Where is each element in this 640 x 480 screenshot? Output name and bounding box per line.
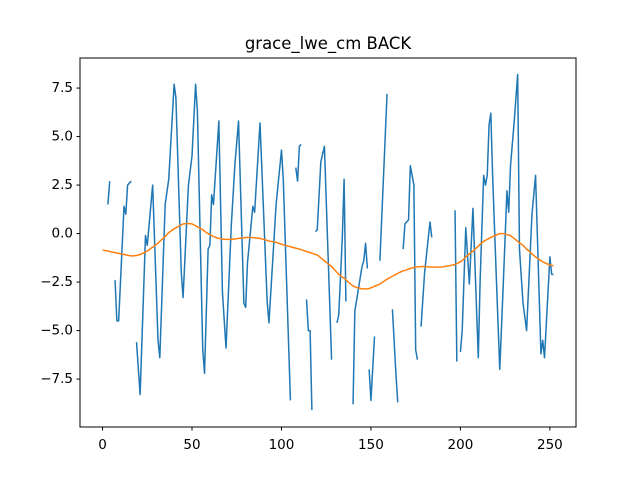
y-tick-label: 0.0 <box>52 226 73 242</box>
x-tick-label: 0 <box>98 437 107 453</box>
data-line <box>107 73 554 411</box>
y-tick-label: −5.0 <box>40 323 73 339</box>
x-tick-label: 100 <box>269 437 295 453</box>
x-tick-label: 150 <box>358 437 384 453</box>
y-tick-label: −7.5 <box>40 371 73 387</box>
x-tick-label: 200 <box>448 437 474 453</box>
y-tick-label: 7.5 <box>52 80 73 96</box>
y-tick-label: 5.0 <box>52 129 73 145</box>
axes-frame <box>79 57 577 428</box>
y-tick-label: 2.5 <box>52 177 73 193</box>
x-tick-label: 50 <box>183 437 200 453</box>
y-tick-label: −2.5 <box>40 274 73 290</box>
x-tick-label: 250 <box>537 437 563 453</box>
data-line <box>102 222 554 290</box>
chart-title: grace_lwe_cm BACK <box>245 34 413 54</box>
